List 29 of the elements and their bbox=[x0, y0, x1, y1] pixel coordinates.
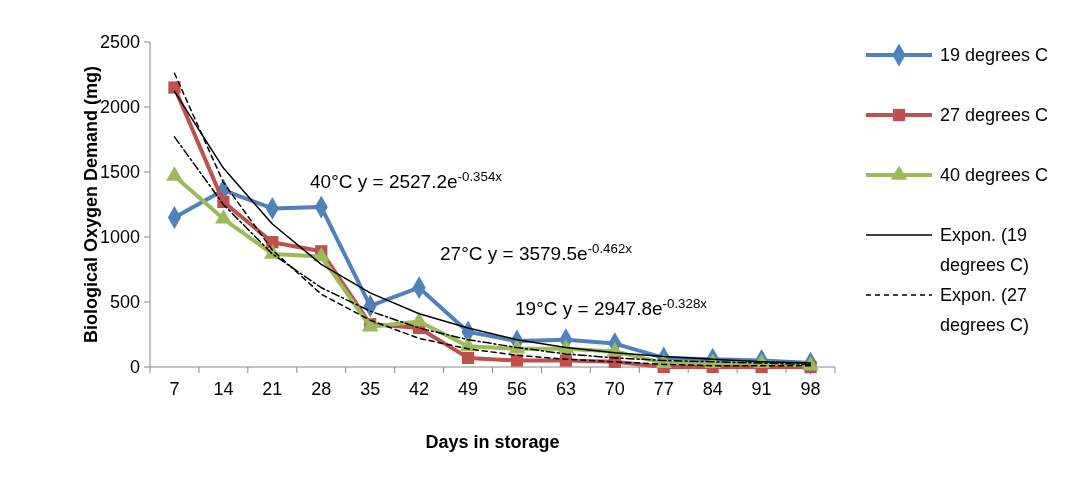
x-tick-label: 56 bbox=[506, 379, 527, 399]
y-axis-title: Biological Oxygen Demand (mg) bbox=[81, 65, 101, 344]
legend-label: 40 degrees C bbox=[940, 165, 1049, 185]
x-tick-label: 21 bbox=[262, 379, 283, 399]
y-tick-label: 1000 bbox=[99, 227, 140, 247]
x-axis-title: Days in storage bbox=[425, 432, 560, 452]
y-tick-label: 1500 bbox=[99, 162, 140, 182]
x-tick-label: 7 bbox=[169, 379, 180, 399]
x-tick-label: 42 bbox=[409, 379, 430, 399]
x-tick-label: 49 bbox=[458, 379, 479, 399]
x-tick-label: 63 bbox=[555, 379, 576, 399]
y-tick-label: 0 bbox=[129, 357, 140, 377]
legend-label: Expon. (19 degrees C) bbox=[940, 225, 1030, 275]
x-tick-label: 14 bbox=[213, 379, 234, 399]
x-tick-label: 28 bbox=[311, 379, 332, 399]
legend-label: 19 degrees C bbox=[940, 45, 1049, 65]
legend-label: 27 degrees C bbox=[940, 105, 1049, 125]
x-tick-label: 98 bbox=[800, 379, 821, 399]
x-tick-label: 84 bbox=[702, 379, 723, 399]
x-tick-label: 91 bbox=[751, 379, 772, 399]
x-tick-label: 77 bbox=[653, 379, 674, 399]
x-tick-label: 70 bbox=[604, 379, 625, 399]
y-tick-label: 2500 bbox=[99, 32, 140, 52]
legend-label: Expon. (27 degrees C) bbox=[940, 285, 1030, 335]
annotation: 19°C y = 2947.8e$^{-0.328x}$ bbox=[515, 295, 708, 319]
x-tick-label: 35 bbox=[360, 379, 381, 399]
y-tick-label: 500 bbox=[109, 292, 140, 312]
annotation: 40°C y = 2527.2e$^{-0.354x}$ bbox=[310, 168, 503, 192]
annotation: 27°C y = 3579.5e$^{-0.462x}$ bbox=[440, 240, 633, 264]
